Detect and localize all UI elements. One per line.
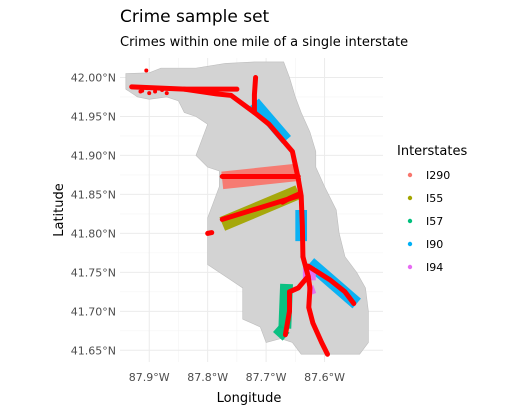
band-i57: [278, 283, 293, 329]
y-tick-label: 41.80°N: [71, 227, 116, 240]
legend-key-i90: [407, 241, 413, 247]
band-i90: [249, 98, 291, 144]
highway-point: [160, 87, 165, 92]
x-tick-label: 87.8°W: [187, 371, 228, 384]
legend-key-i57: [407, 218, 413, 224]
legend-label-i290: I290: [426, 169, 450, 182]
y-tick-label: 41.75°N: [71, 266, 116, 279]
legend: I290 I55 I57 I90 I94: [407, 169, 450, 274]
x-tick-label: 87.7°W: [246, 371, 287, 384]
y-tick-label: 41.90°N: [71, 149, 116, 162]
legend-label-i55: I55: [426, 192, 443, 205]
y-tick-label: 41.85°N: [71, 188, 116, 201]
x-tick-label: 87.9°W: [129, 371, 170, 384]
x-tick-label: 87.6°W: [304, 371, 345, 384]
legend-label-i90: I90: [426, 238, 443, 251]
highway-line: [279, 191, 301, 205]
legend-key-i94: [407, 264, 413, 270]
chart-subtitle: Crimes within one mile of a single inter…: [120, 35, 408, 50]
legend-label-i57: I57: [426, 215, 443, 228]
y-axis-title: Latitude: [52, 183, 67, 237]
highway-point: [138, 89, 143, 94]
y-tick-labels: 42.00°N 41.95°N 41.90°N 41.85°N 41.80°N 41.75…: [71, 71, 116, 357]
y-tick-label: 41.65°N: [71, 344, 116, 357]
legend-label-i94: I94: [426, 261, 443, 274]
y-tick-label: 42.00°N: [71, 71, 116, 84]
highway-point: [169, 86, 174, 91]
y-tick-label: 41.70°N: [71, 305, 116, 318]
highway-line: [305, 263, 357, 307]
chart-title: Crime sample set: [120, 7, 270, 27]
highway-points: [129, 68, 357, 357]
highway-line: [205, 230, 215, 236]
band-i57: [273, 324, 290, 341]
legend-key-i55: [407, 195, 413, 201]
highway-point: [153, 89, 158, 94]
highway-line: [251, 74, 259, 116]
highway-point: [164, 91, 169, 96]
legend-title: Interstates: [397, 144, 467, 159]
highway-point: [147, 91, 152, 96]
highway-point: [144, 68, 149, 73]
legend-key-i290: [407, 172, 413, 178]
highway-line: [282, 273, 311, 338]
highway-line: [295, 176, 306, 260]
x-axis-title: Longitude: [217, 391, 282, 406]
x-tick-labels: 87.9°W 87.8°W 87.7°W 87.6°W: [129, 371, 345, 384]
y-tick-label: 41.95°N: [71, 110, 116, 123]
